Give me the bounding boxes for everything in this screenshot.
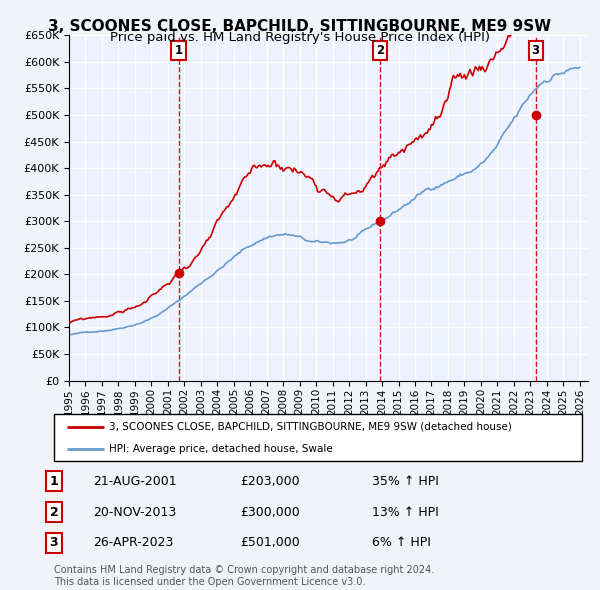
Text: 21-AUG-2001: 21-AUG-2001 bbox=[93, 475, 176, 488]
FancyBboxPatch shape bbox=[54, 414, 582, 461]
Text: £300,000: £300,000 bbox=[240, 506, 300, 519]
Text: 2: 2 bbox=[376, 44, 385, 57]
Text: 1: 1 bbox=[50, 475, 58, 488]
Text: 1: 1 bbox=[175, 44, 182, 57]
Text: 3: 3 bbox=[532, 44, 539, 57]
Text: 35% ↑ HPI: 35% ↑ HPI bbox=[372, 475, 439, 488]
Text: £203,000: £203,000 bbox=[240, 475, 299, 488]
Text: Price paid vs. HM Land Registry's House Price Index (HPI): Price paid vs. HM Land Registry's House … bbox=[110, 31, 490, 44]
Text: This data is licensed under the Open Government Licence v3.0.: This data is licensed under the Open Gov… bbox=[54, 577, 365, 587]
Text: 3, SCOONES CLOSE, BAPCHILD, SITTINGBOURNE, ME9 9SW: 3, SCOONES CLOSE, BAPCHILD, SITTINGBOURN… bbox=[49, 19, 551, 34]
Text: 26-APR-2023: 26-APR-2023 bbox=[93, 536, 173, 549]
Text: Contains HM Land Registry data © Crown copyright and database right 2024.: Contains HM Land Registry data © Crown c… bbox=[54, 565, 434, 575]
Text: 13% ↑ HPI: 13% ↑ HPI bbox=[372, 506, 439, 519]
Text: 2: 2 bbox=[50, 506, 58, 519]
Text: 6% ↑ HPI: 6% ↑ HPI bbox=[372, 536, 431, 549]
Text: 20-NOV-2013: 20-NOV-2013 bbox=[93, 506, 176, 519]
Text: £501,000: £501,000 bbox=[240, 536, 300, 549]
Text: HPI: Average price, detached house, Swale: HPI: Average price, detached house, Swal… bbox=[109, 444, 333, 454]
Text: 3: 3 bbox=[50, 536, 58, 549]
Text: 3, SCOONES CLOSE, BAPCHILD, SITTINGBOURNE, ME9 9SW (detached house): 3, SCOONES CLOSE, BAPCHILD, SITTINGBOURN… bbox=[109, 422, 512, 432]
